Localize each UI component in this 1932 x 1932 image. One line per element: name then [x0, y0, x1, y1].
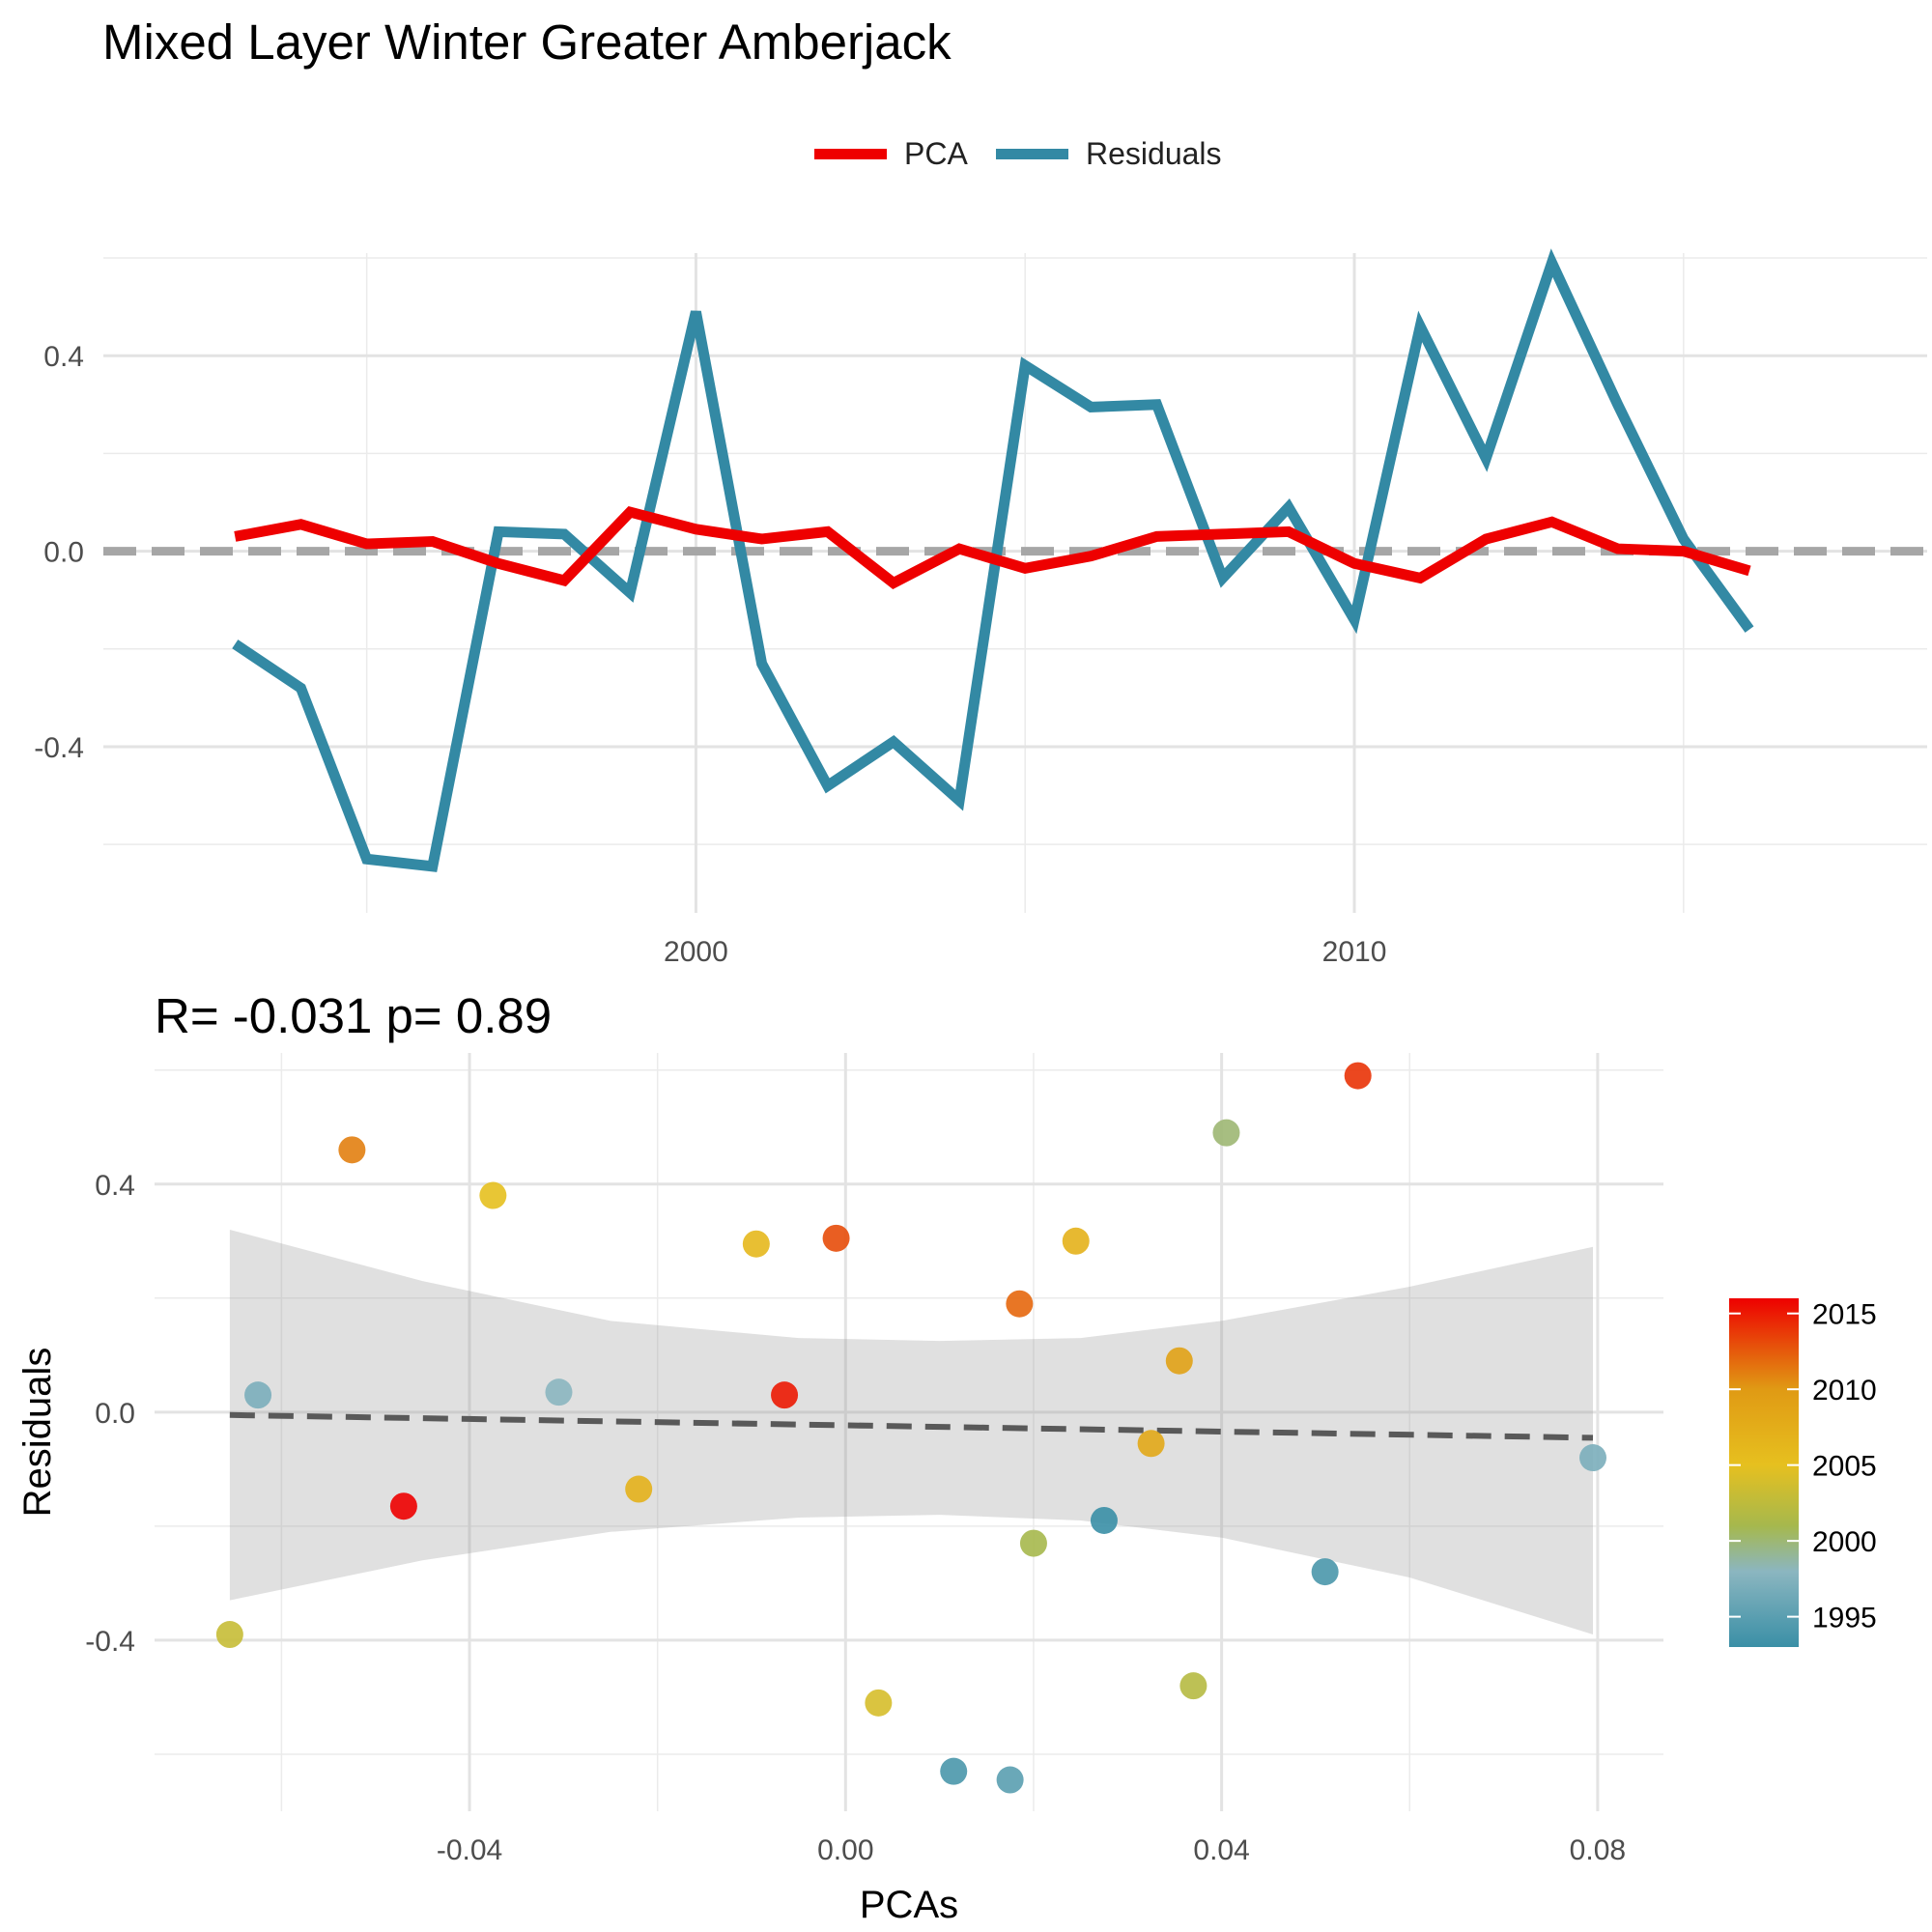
- scatter-x-tick-label: -0.04: [437, 1834, 502, 1866]
- scatter-point: [996, 1766, 1024, 1794]
- legend-swatch-residuals: [996, 148, 1068, 159]
- scatter-point: [1212, 1119, 1240, 1147]
- scatter-point: [1019, 1529, 1047, 1557]
- page-title: Mixed Layer Winter Greater Amberjack: [102, 14, 952, 70]
- scatter-point: [1090, 1506, 1118, 1534]
- scatter-point: [1137, 1430, 1165, 1458]
- scatter-point: [1062, 1227, 1090, 1255]
- top-y-tick-label: -0.4: [34, 732, 84, 764]
- regression-fit-line: [229, 1411, 1594, 1441]
- scatter-point: [1165, 1347, 1193, 1375]
- scatter-x-tick-label: 0.08: [1570, 1834, 1626, 1866]
- top-y-tick-label: 0.4: [43, 341, 84, 373]
- scatter-point: [215, 1621, 243, 1649]
- confidence-band: [229, 1230, 1593, 1634]
- legend-swatch-pca: [814, 148, 887, 159]
- colorbar-tick-label: 2000: [1812, 1526, 1877, 1558]
- scatter-point: [822, 1224, 850, 1252]
- x-axis-title: PCAs: [860, 1884, 958, 1926]
- top-x-tick-label: 2010: [1322, 936, 1387, 968]
- series-line-residuals: [232, 248, 1754, 872]
- scatter-point: [940, 1757, 968, 1785]
- top-y-tick-label: 0.0: [43, 537, 84, 569]
- scatter-x-tick-label: 0.00: [817, 1834, 873, 1866]
- scatter-point: [244, 1381, 272, 1409]
- colorbar-tick-label: 2015: [1812, 1299, 1877, 1331]
- scatter-point: [1179, 1672, 1208, 1700]
- scatter-y-tick-label: -0.4: [85, 1626, 135, 1658]
- scatter-y-tick-label: 0.0: [95, 1398, 135, 1430]
- scatter-point: [545, 1378, 573, 1406]
- scatter-point: [625, 1475, 653, 1503]
- colorbar-tick-label: 2010: [1812, 1375, 1877, 1406]
- top-x-tick-label: 2000: [664, 936, 728, 968]
- scatter-point: [1579, 1444, 1607, 1472]
- scatter-point: [1311, 1558, 1339, 1586]
- colorbar-tick-label: 1995: [1812, 1603, 1877, 1634]
- scatter-point: [1344, 1062, 1372, 1090]
- correlation-stat: R= -0.031 p= 0.89: [155, 988, 553, 1043]
- scatter-point: [865, 1689, 893, 1717]
- scatter-point: [479, 1181, 507, 1209]
- scatter-y-tick-label: 0.4: [95, 1170, 135, 1202]
- colorbar: [1729, 1298, 1799, 1647]
- scatter-point: [742, 1230, 770, 1258]
- legend-item-residuals: Residuals: [996, 129, 1222, 178]
- legend-label-pca: PCA: [904, 135, 968, 171]
- top-legend: PCA Residuals: [0, 129, 1932, 178]
- legend-label-residuals: Residuals: [1086, 135, 1222, 171]
- colorbar-tick-label: 2005: [1812, 1451, 1877, 1483]
- series-line-pca: [234, 505, 1751, 590]
- scatter-point: [389, 1492, 417, 1520]
- legend-item-pca: PCA: [814, 129, 968, 178]
- scatter-point: [1006, 1290, 1034, 1318]
- y-axis-title: Residuals: [16, 1348, 59, 1518]
- scatter-point: [338, 1136, 366, 1164]
- scatter-point: [771, 1381, 799, 1409]
- scatter-x-tick-label: 0.04: [1193, 1834, 1249, 1866]
